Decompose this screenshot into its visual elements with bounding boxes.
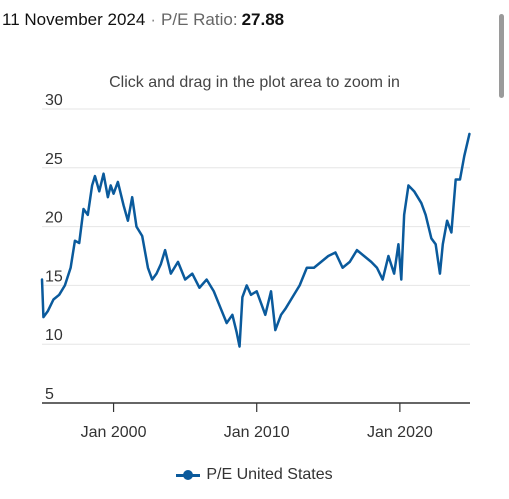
header-metric-label: P/E Ratio: [161, 10, 238, 29]
header-metric-value: 27.88 [241, 10, 285, 29]
x-tick-label: Jan 2010 [224, 424, 290, 441]
x-tick-label: Jan 2000 [81, 424, 147, 441]
header-separator: · [150, 10, 157, 29]
series-line[interactable] [40, 132, 471, 348]
y-tick-label: 30 [45, 92, 63, 109]
x-tick-label: Jan 2020 [367, 424, 433, 441]
legend-label: P/E United States [206, 466, 333, 483]
legend[interactable]: P/E United States [0, 466, 509, 484]
y-tick-label: 15 [45, 268, 63, 285]
grid-lines: 5 10 15 20 25 30 [42, 92, 470, 403]
y-tick-label: 25 [45, 151, 63, 168]
y-tick-label: 20 [45, 210, 63, 227]
header-date: 11 November 2024 [2, 10, 146, 29]
x-axis: Jan 2000 Jan 2010 Jan 2020 [42, 402, 470, 441]
scrollbar[interactable] [499, 14, 504, 98]
y-tick-label: 5 [45, 386, 54, 403]
legend-dot [183, 469, 194, 480]
zoom-hint: Click and drag in the plot area to zoom … [109, 74, 400, 91]
legend-line-marker-icon [176, 469, 201, 481]
price-header: 11 November 2024 · P/E Ratio: 27.88 [2, 10, 284, 30]
series-layer [40, 132, 471, 348]
y-tick-label: 10 [45, 327, 63, 344]
